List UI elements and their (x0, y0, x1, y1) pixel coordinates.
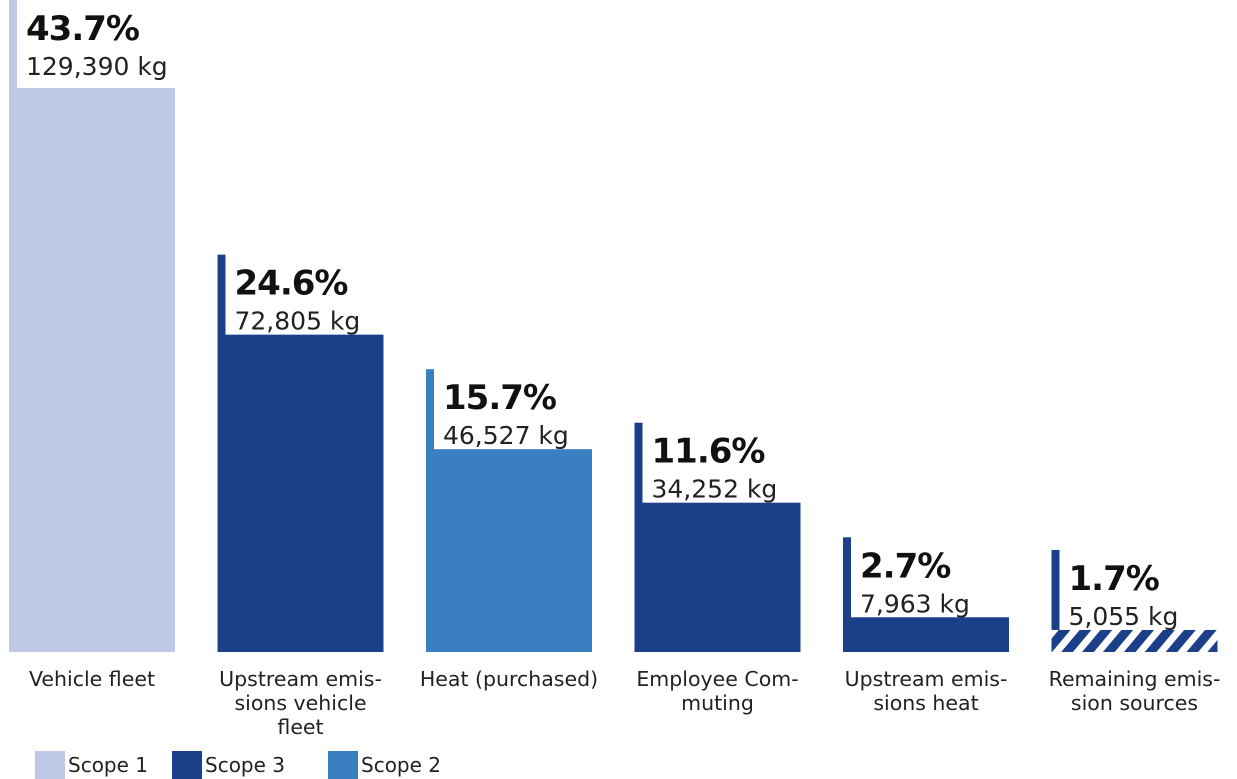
category-label-line: sions heat (873, 691, 978, 715)
legend: Scope 1 Scope 3 Scope 2 (35, 751, 441, 779)
bar-value-label: 5,055 kg (1069, 602, 1179, 631)
bar (217, 334, 384, 652)
bar-value-label: 129,390 kg (26, 52, 168, 81)
bar-accent-stripe (843, 537, 851, 652)
category-label-line: muting (681, 691, 754, 715)
bar (9, 0, 175, 652)
bar-accent-stripe (1051, 549, 1060, 652)
bar-value-label: 34,252 kg (652, 475, 778, 504)
bar (843, 617, 1009, 652)
category-label-line: Vehicle fleet (29, 667, 155, 691)
category-label-line: Heat (purchased) (420, 667, 598, 691)
category-label-line: Upstream emis- (219, 667, 382, 691)
bar-group: 11.6% 34,252 kg (634, 422, 801, 652)
category-label: Upstream emis-sions vehicle fleet (219, 667, 382, 739)
bar-group: 2.7% 7,963 kg (843, 537, 1009, 652)
bar-percent-label: 15.7% (443, 378, 556, 418)
legend-label: Scope 2 (361, 753, 441, 777)
bar (634, 502, 801, 652)
legend-swatch (35, 751, 65, 779)
category-labels: Vehicle fleet Upstream emis-sions vehicle… (29, 667, 1220, 739)
bar-group: 43.7% 129,390 kg (9, 0, 183, 652)
bar-percent-label: 1.7% (1069, 559, 1159, 599)
category-label-line: Employee Com- (636, 667, 798, 691)
category-label-line: sion sources (1071, 691, 1198, 715)
bar-group: 1.7% 5,055 kg (1051, 549, 1218, 652)
legend-swatch (328, 751, 358, 779)
legend-label: Scope 3 (205, 753, 285, 777)
category-label: Heat (purchased) (420, 667, 598, 691)
category-label: Employee Com-muting (636, 667, 798, 715)
category-label-line: Remaining emis- (1049, 667, 1221, 691)
bar (426, 449, 592, 652)
category-label: Upstream emis-sions heat (845, 667, 1008, 715)
bar-percent-label: 43.7% (26, 9, 139, 49)
bar-percent-label: 11.6% (652, 432, 765, 472)
bar-group: 15.7% 46,527 kg (426, 369, 592, 652)
bar-value-label: 72,805 kg (235, 307, 361, 336)
legend-label: Scope 1 (68, 753, 148, 777)
bar-value-label: 46,527 kg (443, 421, 569, 450)
bar-percent-label: 2.7% (860, 546, 950, 586)
category-label-line: fleet (277, 715, 323, 739)
category-label: Remaining emis-sion sources (1049, 667, 1221, 715)
bar-value-label: 7,963 kg (860, 589, 970, 618)
bar-label-backdrop (17, 0, 183, 88)
bars-layer: 43.7% 129,390 kg 24.6% 72,805 kg 15.7% 46,527… (9, 0, 1218, 652)
legend-swatch (172, 751, 202, 779)
category-label-line: Upstream emis- (845, 667, 1008, 691)
bar (1051, 629, 1218, 652)
bar-percent-label: 24.6% (235, 264, 348, 304)
category-label-line: sions vehicle (234, 691, 366, 715)
bar-group: 24.6% 72,805 kg (217, 254, 384, 652)
category-label: Vehicle fleet (29, 667, 155, 691)
